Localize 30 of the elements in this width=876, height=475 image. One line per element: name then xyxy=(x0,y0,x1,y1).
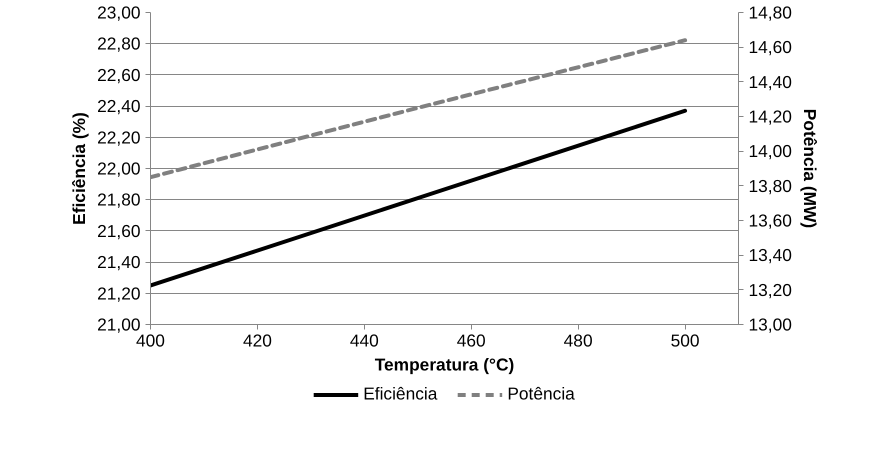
y-tick-label: 21,40 xyxy=(97,252,141,272)
y-tick-label: 21,60 xyxy=(97,220,141,241)
y2-tick-label: 14,20 xyxy=(748,106,792,126)
y2-tick-label: 13,20 xyxy=(748,280,792,300)
y2-tick-label: 13,60 xyxy=(748,210,792,230)
legend-label: Eficiência xyxy=(363,384,438,404)
y-tick-label: 22,00 xyxy=(97,158,141,178)
x-axis-title: Temperatura (°C) xyxy=(374,354,514,374)
x-tick-label: 500 xyxy=(670,330,700,350)
x-tick-label: 480 xyxy=(564,330,593,350)
y2-tick-label: 13,40 xyxy=(748,245,792,266)
x-tick-label: 460 xyxy=(456,330,486,350)
y2-tick-label: 13,80 xyxy=(748,176,792,196)
y2-tick-label: 14,60 xyxy=(748,37,792,58)
y-tick-label: 22,60 xyxy=(97,64,141,85)
y-tick-label: 23,00 xyxy=(97,2,141,22)
y-tick-label: 21,80 xyxy=(97,190,141,210)
y-tick-label: 22,80 xyxy=(97,34,141,54)
y-axis-title: Eficiência (%) xyxy=(69,112,90,225)
y2-tick-label: 14,80 xyxy=(748,2,792,22)
x-tick-label: 420 xyxy=(242,330,272,350)
y2-axis-title: Potência (MW) xyxy=(800,108,820,228)
legend-label: Potência xyxy=(507,384,575,404)
x-tick-label: 440 xyxy=(350,330,379,350)
y2-tick-label: 14,40 xyxy=(748,72,792,92)
y-tick-label: 22,20 xyxy=(97,127,141,148)
y2-tick-label: 13,00 xyxy=(748,314,792,334)
y2-tick-label: 14,00 xyxy=(748,141,792,162)
y-tick-label: 21,20 xyxy=(97,283,141,304)
y-tick-label: 22,40 xyxy=(97,96,141,116)
